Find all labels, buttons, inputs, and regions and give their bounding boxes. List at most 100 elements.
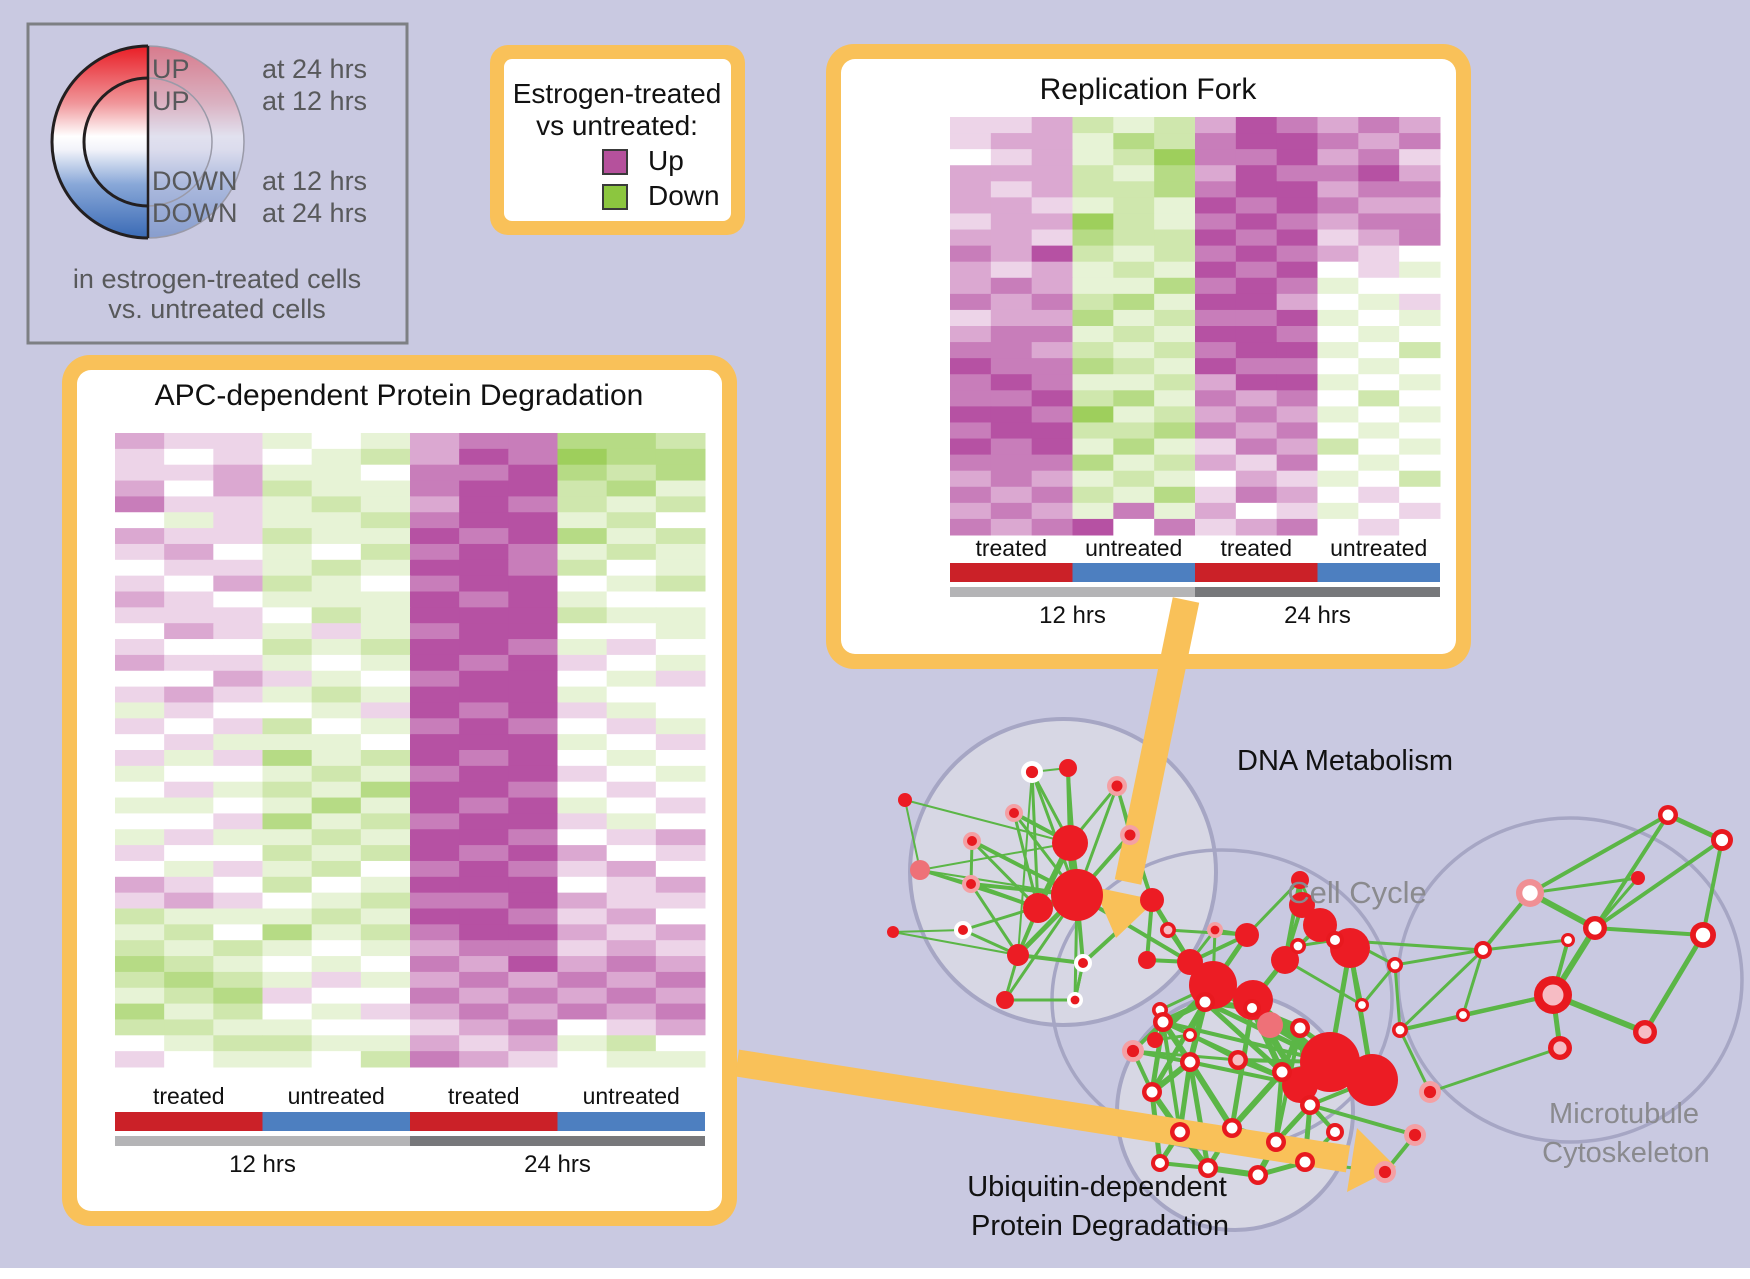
group-label: treated: [1220, 535, 1292, 561]
heatmap-cell: [262, 797, 313, 814]
heatmap-cell: [311, 971, 362, 989]
heatmap-cell: [1235, 518, 1278, 536]
heatmap-cell: [508, 591, 558, 608]
network-node: [1059, 759, 1077, 777]
heatmap-cell: [1031, 133, 1073, 150]
heatmap-cell: [990, 197, 1033, 214]
heatmap-cell: [459, 860, 509, 878]
heatmap-cell: [557, 639, 608, 656]
heatmap-cell: [459, 575, 509, 592]
heatmap-cell: [1072, 326, 1114, 343]
network-node-core: [1715, 833, 1729, 847]
heatmap-cell: [164, 1035, 214, 1052]
legend-caption-line2: vs. untreated cells: [108, 294, 326, 324]
network-node-core: [1542, 984, 1564, 1006]
heatmap-cell: [1276, 358, 1318, 375]
heatmap-cell: [1358, 470, 1400, 488]
heatmap-cell: [164, 1003, 214, 1020]
heatmap-cell: [213, 781, 263, 799]
heatmap-cell: [410, 433, 460, 450]
heatmap-cell: [164, 876, 214, 894]
heatmap-cell: [1113, 213, 1155, 231]
heatmap-cell: [1072, 117, 1114, 134]
heatmap-cell: [1031, 117, 1073, 134]
network-node-core: [1186, 1031, 1194, 1039]
heatmap-cell: [1276, 374, 1318, 391]
heatmap-cell: [164, 623, 214, 640]
heatmap-cell: [1195, 422, 1237, 440]
heatmap-cell: [115, 623, 165, 640]
heatmap-cell: [311, 670, 362, 688]
heatmap-cell: [410, 876, 460, 894]
heatmap-cell: [557, 940, 608, 957]
heatmap-cell: [1317, 181, 1359, 198]
heatmap-cell: [262, 591, 313, 608]
heatmap-cell: [1113, 438, 1155, 456]
heatmap-cell: [1072, 277, 1114, 295]
heatmap-cell: [1195, 245, 1237, 263]
heatmap-cell: [213, 686, 263, 703]
heatmap-cell: [606, 670, 657, 688]
heatmap-cell: [1113, 133, 1155, 150]
heatmap-cell: [115, 845, 165, 862]
heatmap-cell: [311, 750, 362, 767]
heatmap-cell: [655, 924, 706, 941]
heatmap-cell: [164, 496, 214, 513]
heatmap-cell: [262, 813, 313, 830]
heatmap-cell: [459, 940, 509, 957]
heatmap-cell: [262, 718, 313, 735]
heatmap-cell: [1358, 245, 1400, 263]
heatmap-cell: [508, 464, 558, 482]
heatmap-cell: [115, 528, 165, 545]
heatmap-cell: [1276, 390, 1318, 407]
network-edge: [1229, 1069, 1285, 1131]
heatmap-cell: [115, 750, 165, 767]
heatmap-cell: [1358, 486, 1400, 504]
heatmap-cell: [115, 797, 165, 814]
heatmap-cell: [1113, 261, 1155, 279]
heatmap-cell: [655, 528, 706, 545]
heatmap-cell: [213, 718, 263, 735]
heatmap-cell: [1113, 422, 1155, 440]
heatmap-cell: [1235, 326, 1278, 343]
heatmap-cell: [1195, 149, 1237, 166]
heatmap-cell: [557, 781, 608, 799]
heatmap-cell: [360, 559, 411, 577]
heatmap-cell: [1235, 358, 1278, 375]
heatmap-cell: [311, 1051, 362, 1068]
heatmap-cell: [1195, 133, 1237, 150]
network-node-core: [1210, 925, 1220, 935]
heatmap-cell: [410, 781, 460, 799]
heatmap-cell: [508, 1003, 558, 1020]
heatmap-cell: [950, 422, 992, 440]
cell-cycle-label: Cell Cycle: [1287, 875, 1427, 910]
heatmap-cell: [1399, 197, 1441, 214]
heatmap-cell: [164, 543, 214, 561]
heatmap-cell: [1154, 358, 1196, 375]
repfork-axis: treated untreated treated untreated 12 hrs 24…: [950, 535, 1440, 629]
heatmap-cell: [410, 623, 460, 640]
heatmap-cell: [262, 908, 313, 925]
heatmap-cell: [1317, 486, 1359, 504]
heatmap-cell: [990, 277, 1033, 295]
heatmap-cell: [557, 496, 608, 513]
heatmap-cell: [459, 924, 509, 941]
heatmap-cell: [213, 448, 263, 466]
heatmap-cell: [213, 1003, 263, 1020]
heatmap-cell: [606, 813, 657, 830]
heatmap-cell: [606, 987, 657, 1005]
heatmap-cell: [459, 765, 509, 783]
heatmap-cell: [1072, 245, 1114, 263]
heatmap-cell: [1195, 470, 1237, 488]
heatmap-cell: [606, 686, 657, 703]
heatmap-cell: [262, 543, 313, 561]
network-node-core: [1395, 1025, 1405, 1035]
heatmap-cell: [1317, 165, 1359, 182]
heatmap-cell: [557, 607, 608, 624]
heatmap-cell: [990, 518, 1033, 536]
heatmap-cell: [1072, 518, 1114, 536]
heatmap-cell: [508, 1019, 558, 1036]
heatmap-cell: [164, 734, 214, 751]
heatmap-cell: [1399, 293, 1441, 311]
heatmap-cell: [606, 718, 657, 735]
